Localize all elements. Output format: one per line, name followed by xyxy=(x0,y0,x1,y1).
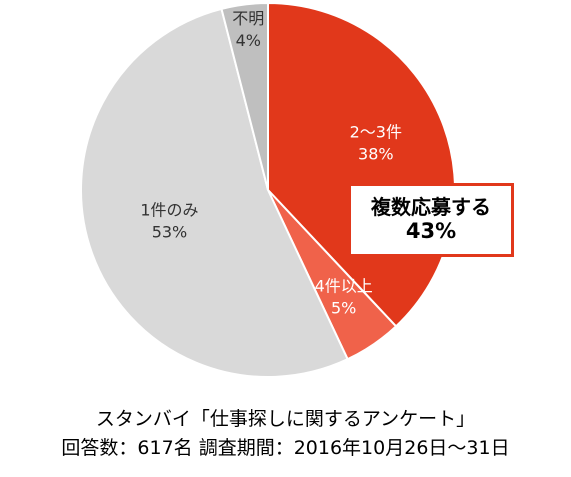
pie-slice-value-1: 38% xyxy=(358,144,394,163)
pie-slice-label-1: 2～3件 xyxy=(350,122,402,141)
multiple-applications-callout: 複数応募する 43% xyxy=(348,183,514,257)
pie-slice-label-4: 不明 xyxy=(232,9,264,28)
pie-slice-label-3: 1件のみ xyxy=(140,200,198,219)
pie-slice-3 xyxy=(80,7,349,378)
callout-label: 複数応募する xyxy=(371,195,491,220)
pie-slice-value-2: 5% xyxy=(331,298,356,317)
pie-slice-value-4: 4% xyxy=(236,31,261,50)
survey-title: スタンバイ「仕事探しに関するアンケート」 xyxy=(95,408,476,430)
pie-slice-4 xyxy=(220,1,269,191)
callout-value: 43% xyxy=(405,219,457,244)
survey-details: 回答数：617名 調査期間：2016年10月26日～31日 xyxy=(61,437,510,459)
pie-slice-value-3: 53% xyxy=(152,222,188,241)
pie-slice-label-2: 4件以上 xyxy=(315,276,373,295)
pie-labels: 2～3件 38% 4件以上 5% 1件のみ 53% 不明 4% xyxy=(140,9,402,317)
